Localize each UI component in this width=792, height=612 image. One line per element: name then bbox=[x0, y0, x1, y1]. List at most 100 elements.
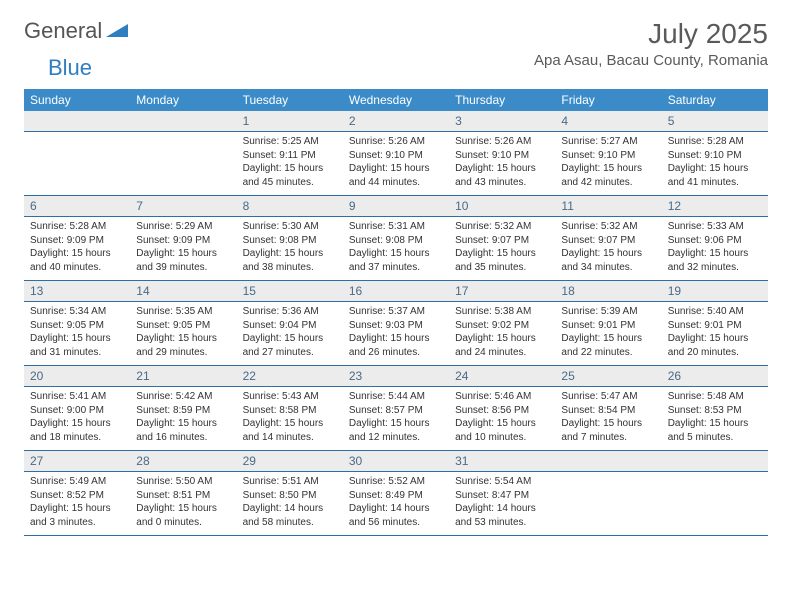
day-number-cell bbox=[555, 451, 661, 472]
weekday-header: Thursday bbox=[449, 89, 555, 111]
day-number: 17 bbox=[449, 281, 555, 301]
day-cell: Sunrise: 5:51 AMSunset: 8:50 PMDaylight:… bbox=[237, 472, 343, 535]
day-data-cell: Sunrise: 5:27 AMSunset: 9:10 PMDaylight:… bbox=[555, 132, 661, 196]
day-number-cell: 26 bbox=[662, 366, 768, 387]
day-data-cell: Sunrise: 5:32 AMSunset: 9:07 PMDaylight:… bbox=[555, 217, 661, 281]
day-number: 6 bbox=[24, 196, 130, 216]
day-number: 8 bbox=[237, 196, 343, 216]
day-cell: Sunrise: 5:33 AMSunset: 9:06 PMDaylight:… bbox=[662, 217, 768, 280]
day-number: 9 bbox=[343, 196, 449, 216]
calendar-header-row: SundayMondayTuesdayWednesdayThursdayFrid… bbox=[24, 89, 768, 111]
day-number: 7 bbox=[130, 196, 236, 216]
day-number-cell: 20 bbox=[24, 366, 130, 387]
day-number: 1 bbox=[237, 111, 343, 131]
day-data-cell: Sunrise: 5:42 AMSunset: 8:59 PMDaylight:… bbox=[130, 387, 236, 451]
day-number: 16 bbox=[343, 281, 449, 301]
day-number-cell: 24 bbox=[449, 366, 555, 387]
weekday-header: Monday bbox=[130, 89, 236, 111]
day-cell: Sunrise: 5:42 AMSunset: 8:59 PMDaylight:… bbox=[130, 387, 236, 450]
weekday-header: Saturday bbox=[662, 89, 768, 111]
day-number-cell: 29 bbox=[237, 451, 343, 472]
day-data-cell: Sunrise: 5:35 AMSunset: 9:05 PMDaylight:… bbox=[130, 302, 236, 366]
calendar-table: SundayMondayTuesdayWednesdayThursdayFrid… bbox=[24, 89, 768, 536]
weekday-header: Friday bbox=[555, 89, 661, 111]
day-data-cell: Sunrise: 5:26 AMSunset: 9:10 PMDaylight:… bbox=[449, 132, 555, 196]
day-number-cell bbox=[662, 451, 768, 472]
day-number-cell: 9 bbox=[343, 196, 449, 217]
day-number-cell: 31 bbox=[449, 451, 555, 472]
day-number-cell: 8 bbox=[237, 196, 343, 217]
day-number-cell: 19 bbox=[662, 281, 768, 302]
day-data-cell bbox=[130, 132, 236, 196]
day-data-cell: Sunrise: 5:32 AMSunset: 9:07 PMDaylight:… bbox=[449, 217, 555, 281]
day-data-cell: Sunrise: 5:43 AMSunset: 8:58 PMDaylight:… bbox=[237, 387, 343, 451]
day-data-cell: Sunrise: 5:31 AMSunset: 9:08 PMDaylight:… bbox=[343, 217, 449, 281]
calendar-body: 12345 Sunrise: 5:25 AMSunset: 9:11 PMDay… bbox=[24, 111, 768, 536]
day-number: 27 bbox=[24, 451, 130, 471]
day-data-cell: Sunrise: 5:37 AMSunset: 9:03 PMDaylight:… bbox=[343, 302, 449, 366]
day-data-cell: Sunrise: 5:46 AMSunset: 8:56 PMDaylight:… bbox=[449, 387, 555, 451]
day-cell: Sunrise: 5:52 AMSunset: 8:49 PMDaylight:… bbox=[343, 472, 449, 535]
day-number-cell: 7 bbox=[130, 196, 236, 217]
day-cell: Sunrise: 5:27 AMSunset: 9:10 PMDaylight:… bbox=[555, 132, 661, 195]
day-cell: Sunrise: 5:40 AMSunset: 9:01 PMDaylight:… bbox=[662, 302, 768, 365]
day-number-cell: 22 bbox=[237, 366, 343, 387]
day-number-cell: 1 bbox=[237, 111, 343, 132]
day-cell: Sunrise: 5:49 AMSunset: 8:52 PMDaylight:… bbox=[24, 472, 130, 535]
weekday-header: Sunday bbox=[24, 89, 130, 111]
day-number-cell: 14 bbox=[130, 281, 236, 302]
triangle-icon bbox=[106, 21, 128, 42]
day-number-cell bbox=[24, 111, 130, 132]
day-cell: Sunrise: 5:38 AMSunset: 9:02 PMDaylight:… bbox=[449, 302, 555, 365]
day-cell: Sunrise: 5:48 AMSunset: 8:53 PMDaylight:… bbox=[662, 387, 768, 450]
day-data-cell: Sunrise: 5:50 AMSunset: 8:51 PMDaylight:… bbox=[130, 472, 236, 536]
day-number: 3 bbox=[449, 111, 555, 131]
day-number: 24 bbox=[449, 366, 555, 386]
day-data-cell: Sunrise: 5:36 AMSunset: 9:04 PMDaylight:… bbox=[237, 302, 343, 366]
day-number: 28 bbox=[130, 451, 236, 471]
day-number-cell: 28 bbox=[130, 451, 236, 472]
day-cell: Sunrise: 5:41 AMSunset: 9:00 PMDaylight:… bbox=[24, 387, 130, 450]
brand-name-2: Blue bbox=[48, 55, 92, 80]
day-number: 5 bbox=[662, 111, 768, 131]
weekday-header: Tuesday bbox=[237, 89, 343, 111]
day-data-cell: Sunrise: 5:39 AMSunset: 9:01 PMDaylight:… bbox=[555, 302, 661, 366]
day-number-cell: 17 bbox=[449, 281, 555, 302]
day-data-cell: Sunrise: 5:34 AMSunset: 9:05 PMDaylight:… bbox=[24, 302, 130, 366]
day-cell: Sunrise: 5:36 AMSunset: 9:04 PMDaylight:… bbox=[237, 302, 343, 365]
day-number: 18 bbox=[555, 281, 661, 301]
day-data-cell: Sunrise: 5:49 AMSunset: 8:52 PMDaylight:… bbox=[24, 472, 130, 536]
day-data-cell: Sunrise: 5:51 AMSunset: 8:50 PMDaylight:… bbox=[237, 472, 343, 536]
day-cell: Sunrise: 5:28 AMSunset: 9:10 PMDaylight:… bbox=[662, 132, 768, 195]
location: Apa Asau, Bacau County, Romania bbox=[534, 52, 768, 69]
day-number: 26 bbox=[662, 366, 768, 386]
day-data-cell: Sunrise: 5:52 AMSunset: 8:49 PMDaylight:… bbox=[343, 472, 449, 536]
day-cell: Sunrise: 5:39 AMSunset: 9:01 PMDaylight:… bbox=[555, 302, 661, 365]
day-data-cell bbox=[555, 472, 661, 536]
weekday-header: Wednesday bbox=[343, 89, 449, 111]
day-number-cell: 5 bbox=[662, 111, 768, 132]
day-number-cell: 23 bbox=[343, 366, 449, 387]
day-number-cell: 11 bbox=[555, 196, 661, 217]
day-number: 23 bbox=[343, 366, 449, 386]
day-data-cell: Sunrise: 5:26 AMSunset: 9:10 PMDaylight:… bbox=[343, 132, 449, 196]
day-number-cell: 2 bbox=[343, 111, 449, 132]
day-data-cell: Sunrise: 5:29 AMSunset: 9:09 PMDaylight:… bbox=[130, 217, 236, 281]
day-data-cell: Sunrise: 5:47 AMSunset: 8:54 PMDaylight:… bbox=[555, 387, 661, 451]
day-number-cell: 18 bbox=[555, 281, 661, 302]
day-data-cell: Sunrise: 5:54 AMSunset: 8:47 PMDaylight:… bbox=[449, 472, 555, 536]
day-number-cell: 12 bbox=[662, 196, 768, 217]
day-cell: Sunrise: 5:30 AMSunset: 9:08 PMDaylight:… bbox=[237, 217, 343, 280]
day-number: 4 bbox=[555, 111, 661, 131]
day-data-cell bbox=[24, 132, 130, 196]
day-cell: Sunrise: 5:31 AMSunset: 9:08 PMDaylight:… bbox=[343, 217, 449, 280]
day-number: 20 bbox=[24, 366, 130, 386]
day-data-cell: Sunrise: 5:28 AMSunset: 9:09 PMDaylight:… bbox=[24, 217, 130, 281]
day-cell: Sunrise: 5:28 AMSunset: 9:09 PMDaylight:… bbox=[24, 217, 130, 280]
day-number: 31 bbox=[449, 451, 555, 471]
brand-name-1: General bbox=[24, 18, 102, 44]
day-number: 21 bbox=[130, 366, 236, 386]
day-cell: Sunrise: 5:50 AMSunset: 8:51 PMDaylight:… bbox=[130, 472, 236, 535]
day-number-cell: 27 bbox=[24, 451, 130, 472]
day-cell: Sunrise: 5:26 AMSunset: 9:10 PMDaylight:… bbox=[343, 132, 449, 195]
